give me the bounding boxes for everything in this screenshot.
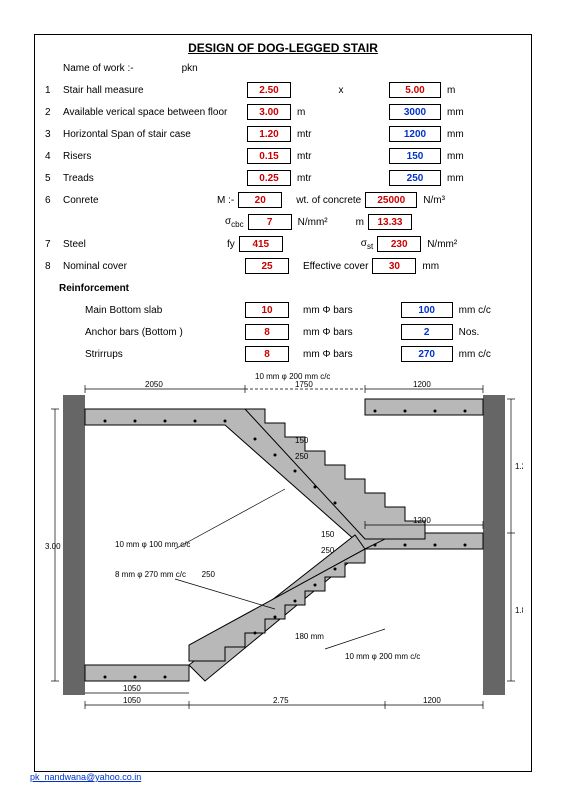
sigma-st-label: σst <box>361 238 373 251</box>
reinf-mid: mm Φ bars <box>303 327 353 338</box>
reinf-u2: mm c/c <box>459 349 491 360</box>
svg-text:10 mm φ 100 mm c/c: 10 mm φ 100 mm c/c <box>115 540 190 549</box>
row6-label: Conrete <box>63 195 213 206</box>
row-unit-1: mtr <box>297 173 327 184</box>
svg-text:2050: 2050 <box>145 380 163 389</box>
fy-label: fy <box>227 239 235 250</box>
fy-value: 415 <box>239 236 283 252</box>
row7-label: Steel <box>63 239 223 250</box>
row7-num: 7 <box>45 239 59 250</box>
svg-text:1050: 1050 <box>123 684 141 693</box>
sigma-st-unit: N/mm² <box>427 239 457 250</box>
row6-num: 6 <box>45 195 59 206</box>
row-label: Available verical space between floor <box>63 107 243 118</box>
row-label: Horizontal Span of stair case <box>63 129 243 140</box>
reinforcement-title: Reinforcement <box>59 283 129 294</box>
svg-text:250: 250 <box>295 452 309 461</box>
svg-text:1200: 1200 <box>423 696 441 705</box>
row-num: 3 <box>45 129 59 140</box>
wt-value: 25000 <box>365 192 417 208</box>
row-value-1: 2.50 <box>247 82 291 98</box>
row-label: Treads <box>63 173 243 184</box>
page-title: DESIGN OF DOG-LEGGED STAIR <box>45 41 521 55</box>
eff-cover-label: Effective cover <box>303 261 368 272</box>
wt-unit: N/m³ <box>423 195 453 206</box>
sigma-st-value: 230 <box>377 236 421 252</box>
reinf-u2: Nos. <box>459 327 489 338</box>
row-label: Stair hall measure <box>63 85 243 96</box>
row-num: 2 <box>45 107 59 118</box>
svg-text:1200: 1200 <box>413 380 431 389</box>
row-value-2: 1200 <box>389 126 441 142</box>
row-value-2: 3000 <box>389 104 441 120</box>
stair-diagram: 10 mm φ 200 mm c/c 2050 1750 1200 1.20 1… <box>45 369 521 713</box>
svg-text:2.75: 2.75 <box>273 696 289 705</box>
row-num: 4 <box>45 151 59 162</box>
row-value-1: 0.15 <box>247 148 291 164</box>
row-unit-1: m <box>297 107 327 118</box>
row-unit-2: mm <box>447 107 477 118</box>
m-value: 20 <box>238 192 282 208</box>
author-email-link[interactable]: pk_nandwana@yahoo.co.in <box>30 772 141 782</box>
row-value-2: 150 <box>389 148 441 164</box>
reinf-v2: 270 <box>401 346 453 362</box>
reinf-v2: 100 <box>401 302 453 318</box>
nominal-cover-value: 25 <box>245 258 289 274</box>
eff-cover-value: 30 <box>372 258 416 274</box>
row-label: Risers <box>63 151 243 162</box>
reinf-v1: 8 <box>245 346 289 362</box>
reinf-label: Main Bottom slab <box>85 305 241 316</box>
reinf-label: Strirrups <box>85 349 241 360</box>
row-unit-2: mm <box>447 129 477 140</box>
row-unit-2: mm <box>447 151 477 162</box>
svg-text:1.80: 1.80 <box>515 606 523 615</box>
name-of-work-label: Name of work :- <box>63 63 134 74</box>
svg-text:8 mm φ 270 mm c/c: 8 mm φ 270 mm c/c <box>115 570 186 579</box>
sigma-cbc-label: σcbc <box>225 216 244 229</box>
row-value-1: 3.00 <box>247 104 291 120</box>
svg-text:1.20: 1.20 <box>515 462 523 471</box>
reinf-u2: mm c/c <box>459 305 491 316</box>
reinf-mid: mm Φ bars <box>303 305 353 316</box>
wt-label: wt. of concrete <box>296 195 361 206</box>
reinf-v1: 10 <box>245 302 289 318</box>
row-value-1: 0.25 <box>247 170 291 186</box>
row-unit-2: mm <box>447 173 477 184</box>
sigma-cbc-value: 7 <box>248 214 292 230</box>
reinf-v2: 2 <box>401 324 453 340</box>
row-unit-1: mtr <box>297 129 327 140</box>
row-value-1: 1.20 <box>247 126 291 142</box>
svg-text:250: 250 <box>202 570 216 579</box>
svg-text:1200: 1200 <box>413 516 431 525</box>
svg-text:150: 150 <box>321 530 335 539</box>
svg-text:250: 250 <box>321 546 335 555</box>
row8-num: 8 <box>45 261 59 272</box>
row-mid: x <box>331 85 351 96</box>
sigma-cbc-unit: N/mm² <box>298 217 328 228</box>
row-value-2: 250 <box>389 170 441 186</box>
row8-label: Nominal cover <box>63 261 223 272</box>
reinf-label: Anchor bars (Bottom ) <box>85 327 241 338</box>
cover-unit: mm <box>422 261 452 272</box>
svg-text:1050: 1050 <box>123 696 141 705</box>
m-result-label: m <box>356 217 364 228</box>
svg-text:3.00: 3.00 <box>45 542 61 551</box>
svg-text:10 mm φ 200 mm c/c: 10 mm φ 200 mm c/c <box>345 652 420 661</box>
reinf-mid: mm Φ bars <box>303 349 353 360</box>
row-value-2: 5.00 <box>389 82 441 98</box>
svg-text:180 mm: 180 mm <box>295 632 324 641</box>
svg-text:150: 150 <box>295 436 309 445</box>
row-num: 5 <box>45 173 59 184</box>
row-num: 1 <box>45 85 59 96</box>
svg-text:10 mm φ 200 mm c/c: 10 mm φ 200 mm c/c <box>255 372 330 381</box>
m-result-value: 13.33 <box>368 214 412 230</box>
row-unit-2: m <box>447 85 477 96</box>
name-of-work-value: pkn <box>182 63 198 74</box>
row-unit-1: mtr <box>297 151 327 162</box>
reinf-v1: 8 <box>245 324 289 340</box>
m-label: M :- <box>217 195 234 206</box>
svg-text:1750: 1750 <box>295 380 313 389</box>
